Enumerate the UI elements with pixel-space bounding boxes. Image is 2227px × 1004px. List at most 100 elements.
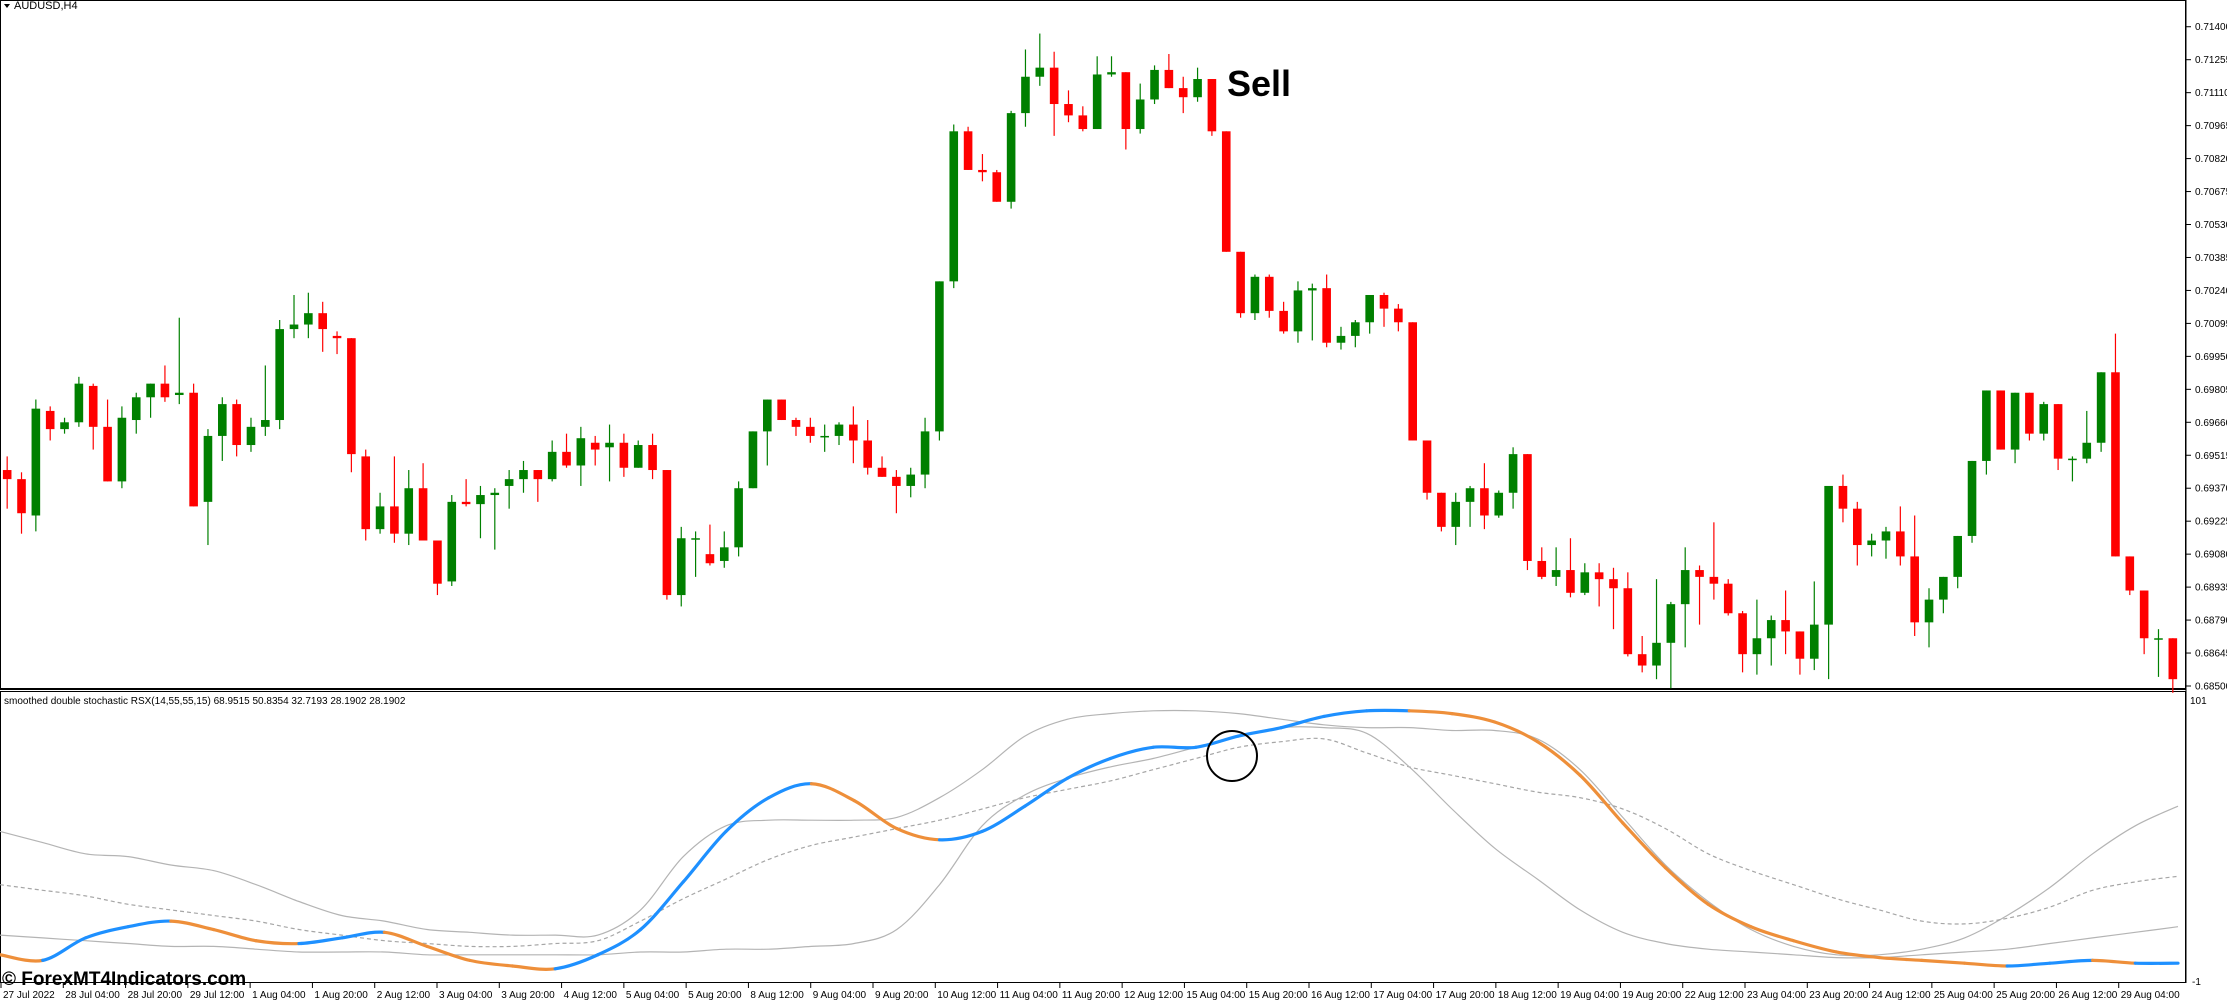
candle [476, 485, 485, 539]
price-tick-label: 0.70675 [2195, 187, 2227, 198]
candle [1451, 492, 1461, 546]
candle [1924, 588, 1934, 648]
candle [1996, 390, 2006, 450]
signal-line-segment [596, 927, 643, 957]
signal-line-segment [1493, 720, 1540, 744]
candle [1293, 281, 1303, 343]
candle [705, 524, 715, 566]
candle [347, 338, 356, 473]
candle-body [2168, 638, 2178, 680]
candle-body [1910, 556, 1919, 623]
candle-body [88, 385, 98, 427]
signal-line-segment [0, 953, 45, 963]
signal-line-segment [1962, 961, 2009, 968]
candle-body [1092, 74, 1102, 130]
candle-body [146, 383, 155, 398]
candle-body [1838, 485, 1848, 509]
candle [1752, 599, 1762, 675]
candle [1523, 454, 1532, 571]
candle [1035, 33, 1045, 86]
candle-body [131, 397, 141, 421]
candle [562, 433, 571, 468]
candle [619, 433, 629, 477]
candle [676, 526, 686, 607]
signal-line-segment [382, 930, 429, 948]
candle-body [361, 456, 371, 530]
candle [1594, 563, 1604, 607]
candle-body [992, 172, 1002, 202]
signal-line-segment [510, 964, 557, 971]
candle-body [1580, 572, 1590, 593]
price-tick-label: 0.70965 [2195, 121, 2227, 132]
signal-line-segment [126, 919, 173, 929]
candle [863, 420, 872, 475]
signal-line-segment [895, 826, 942, 842]
candle-body [1336, 335, 1346, 343]
indicator-band-line [0, 737, 2179, 948]
symbol-dropdown-icon[interactable] [4, 4, 10, 8]
candles-layer [2, 33, 2178, 693]
time-axis: 27 Jul 2022 28 Jul 04:00 28 Jul 20:00 29 Ju… [0, 983, 2180, 1001]
candle-body [289, 324, 299, 330]
candle-body [1207, 79, 1217, 132]
signal-line-segment [211, 927, 258, 943]
candle-body [935, 281, 944, 432]
signal-line-segment [1578, 773, 1625, 825]
signal-line-segment [1236, 726, 1283, 738]
candle [849, 406, 858, 464]
time-tick-label: 25 Aug 04:00 [1934, 990, 1993, 1001]
candle-body [390, 506, 399, 534]
candle [45, 406, 55, 441]
candle-body [963, 131, 973, 170]
candle-body [1523, 454, 1532, 561]
candle [2111, 333, 2120, 557]
candle [131, 392, 141, 434]
candle [232, 399, 241, 457]
candle [1308, 283, 1317, 341]
candle [1867, 533, 1876, 557]
candle [490, 488, 500, 550]
candle [1494, 490, 1504, 518]
candle [963, 126, 973, 170]
candle-body [1437, 492, 1446, 527]
time-tick-label: 19 Aug 20:00 [1622, 990, 1681, 1001]
signal-line-segment [1450, 712, 1497, 724]
candle-body [490, 492, 500, 496]
price-tick-label: 0.69225 [2195, 517, 2227, 528]
candle-body [2139, 590, 2149, 639]
candle [74, 376, 84, 427]
candle-body [375, 506, 385, 530]
candle [1795, 631, 1805, 675]
watermark: © ForexMT4Indicators.com [2, 969, 246, 990]
time-tick-label: 23 Aug 20:00 [1809, 990, 1868, 1001]
price-tick-label: 0.70095 [2195, 319, 2227, 330]
candle [1967, 460, 1977, 543]
candle [504, 470, 514, 509]
candle [590, 435, 600, 466]
candle-body [304, 313, 313, 325]
candle-body [576, 438, 586, 466]
candle-body [1135, 99, 1145, 130]
candle [103, 399, 112, 482]
candle-body [461, 501, 471, 505]
candle-body [1566, 570, 1575, 593]
candle-body [189, 392, 198, 507]
candle [1723, 579, 1733, 616]
candle-body [261, 420, 270, 427]
candle-body [906, 474, 916, 486]
candle [332, 331, 342, 355]
candle-body [2068, 458, 2077, 461]
candle [1264, 274, 1274, 318]
candle-body [1422, 440, 1432, 493]
candle-body [2025, 392, 2034, 434]
candle [1236, 251, 1245, 318]
signal-line-segment [1108, 745, 1155, 761]
candle-body [275, 329, 284, 421]
candle-body [791, 420, 801, 427]
candle-body [1680, 570, 1690, 605]
candle-body [691, 538, 700, 540]
candle-body [1781, 620, 1790, 632]
